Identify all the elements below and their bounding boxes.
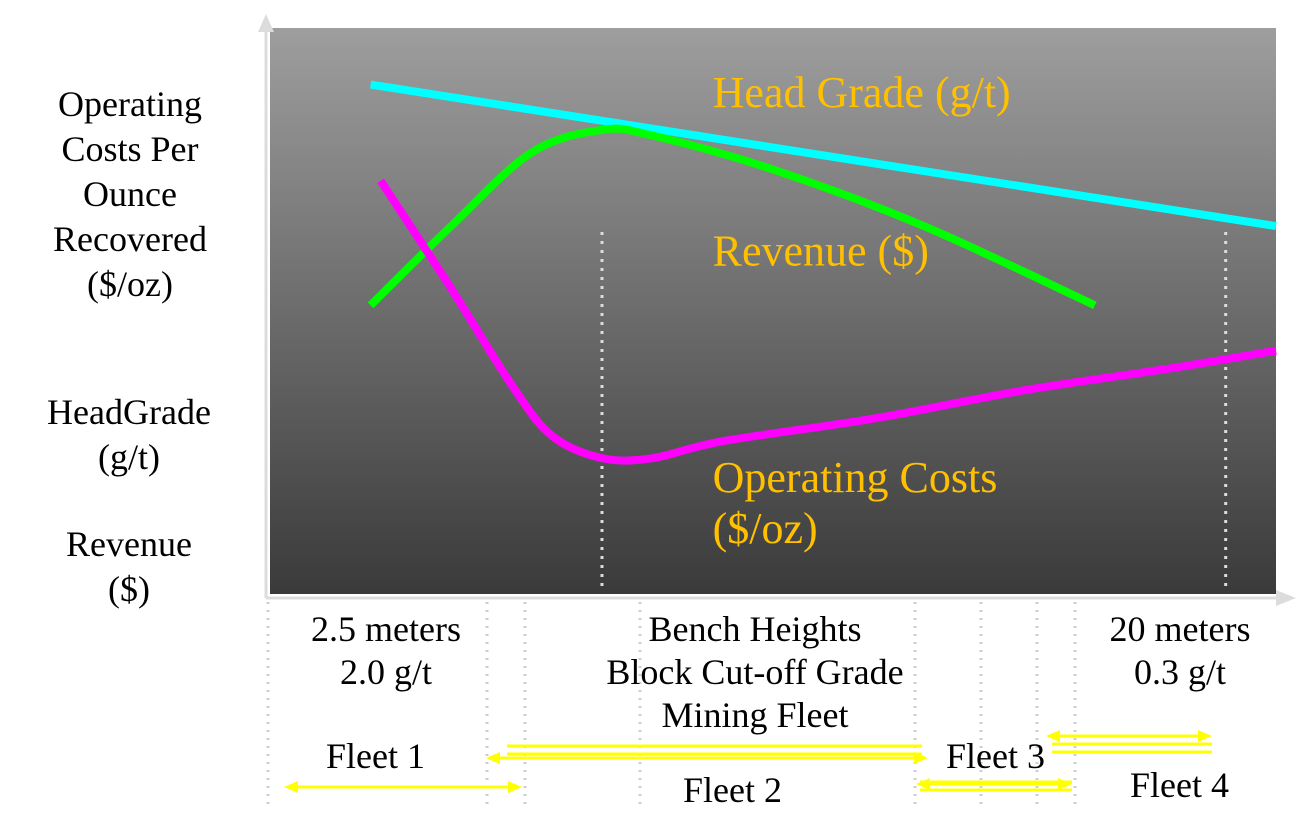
- fleet-3-bar: [920, 780, 1072, 792]
- arrowhead-right: [1058, 778, 1072, 790]
- x-label-left: 2.5 meters 2.0 g/t: [311, 609, 461, 692]
- x-label-center: Bench Heights Block Cut-off Grade Mining…: [606, 609, 904, 735]
- x-axis-arrowhead: [1276, 590, 1296, 606]
- arrowhead-left: [1046, 730, 1060, 742]
- fleet-2-arrow: [486, 752, 928, 764]
- y-label-head-grade: HeadGrade (g/t): [47, 392, 211, 477]
- arrowhead-right: [508, 781, 522, 793]
- fleet-1-label: Fleet 1: [326, 736, 425, 776]
- fleet-2-bar-top: [507, 744, 922, 756]
- fleet-3-label: Fleet 3: [946, 736, 1045, 776]
- fleet-4-bar: [1052, 742, 1212, 754]
- revenue-annotation: Revenue ($): [713, 227, 929, 276]
- plot-area: [270, 28, 1276, 594]
- head-grade-annotation: Head Grade (g/t): [713, 68, 1011, 117]
- revenue-line: [367, 124, 1097, 309]
- arrowhead-right: [1198, 730, 1212, 742]
- y-label-revenue: Revenue ($): [66, 524, 192, 609]
- fleet-3-arrow: [916, 778, 1072, 790]
- y-axis-arrowhead: [258, 14, 274, 32]
- operating-costs-annotation: Operating Costs: [713, 453, 998, 502]
- operating-costs-line: [377, 178, 1277, 465]
- arrowhead-left: [486, 752, 500, 764]
- fleet-4-label: Fleet 4: [1130, 765, 1229, 805]
- arrowhead-left: [284, 781, 298, 793]
- head-grade-line: [369, 80, 1277, 231]
- operating-costs-unit-annotation: ($/oz): [713, 504, 818, 553]
- fleet-4-arrow-top: [1046, 730, 1212, 742]
- y-label-operating-costs: Operating Costs Per Ounce Recovered ($/o…: [53, 84, 207, 304]
- arrowhead-right: [914, 752, 928, 764]
- arrowhead-left: [916, 778, 930, 790]
- fleet-1-arrow: [284, 781, 522, 793]
- fleet-2-label: Fleet 2: [683, 770, 782, 810]
- x-label-right: 20 meters 0.3 g/t: [1109, 609, 1251, 692]
